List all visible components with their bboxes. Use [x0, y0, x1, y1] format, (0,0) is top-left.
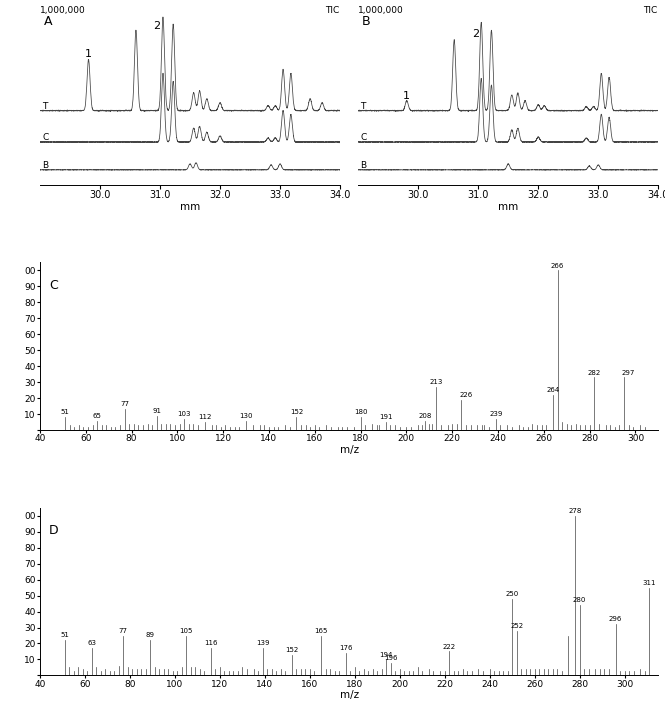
Text: A: A	[43, 15, 52, 28]
Text: 180: 180	[354, 410, 367, 415]
Text: D: D	[49, 525, 59, 538]
Text: TIC: TIC	[325, 6, 339, 14]
Text: 130: 130	[239, 412, 253, 419]
Text: 239: 239	[489, 411, 503, 417]
Text: 1,000,000: 1,000,000	[358, 6, 404, 14]
Text: 252: 252	[510, 623, 523, 629]
X-axis label: m/z: m/z	[340, 445, 358, 455]
Text: 51: 51	[61, 632, 69, 638]
Text: 105: 105	[180, 628, 193, 634]
Text: 264: 264	[547, 387, 560, 393]
Text: 196: 196	[384, 655, 398, 661]
Text: 1: 1	[403, 90, 410, 101]
Text: B: B	[43, 161, 49, 170]
Text: 311: 311	[642, 579, 656, 586]
Text: 63: 63	[87, 641, 96, 646]
Text: 250: 250	[505, 591, 519, 597]
Text: 112: 112	[198, 415, 211, 420]
Text: 2: 2	[154, 21, 160, 31]
Text: TIC: TIC	[643, 6, 657, 14]
Text: 222: 222	[443, 643, 456, 650]
Text: 139: 139	[256, 641, 269, 646]
X-axis label: mm: mm	[180, 202, 200, 212]
Text: 91: 91	[152, 408, 161, 414]
Text: 191: 191	[379, 415, 392, 420]
X-axis label: m/z: m/z	[340, 690, 358, 700]
Text: 51: 51	[61, 410, 70, 415]
Text: 152: 152	[290, 410, 303, 415]
Text: C: C	[360, 133, 367, 142]
Text: 280: 280	[573, 597, 587, 603]
Text: 1,000,000: 1,000,000	[40, 6, 86, 14]
Text: 65: 65	[92, 412, 102, 419]
Text: T: T	[360, 102, 366, 111]
Text: 77: 77	[118, 628, 128, 634]
Text: 213: 213	[430, 379, 443, 385]
Text: B: B	[360, 161, 366, 170]
Text: 165: 165	[315, 628, 328, 634]
Text: 103: 103	[178, 411, 191, 417]
Text: T: T	[43, 102, 48, 111]
Text: 77: 77	[120, 402, 129, 407]
Text: 176: 176	[339, 645, 352, 651]
Text: 1: 1	[85, 50, 92, 60]
X-axis label: mm: mm	[498, 202, 518, 212]
Text: 116: 116	[204, 641, 217, 646]
Text: 226: 226	[460, 392, 473, 398]
Text: 278: 278	[569, 508, 582, 514]
Text: B: B	[362, 15, 370, 28]
Text: 208: 208	[418, 412, 432, 419]
Text: 152: 152	[285, 647, 299, 653]
Text: 297: 297	[622, 370, 635, 375]
Text: 89: 89	[146, 632, 154, 638]
Text: 2: 2	[471, 29, 479, 39]
Text: 194: 194	[380, 651, 393, 658]
Text: 266: 266	[551, 262, 565, 269]
Text: 296: 296	[609, 616, 622, 622]
Text: 282: 282	[588, 370, 601, 375]
Text: C: C	[43, 133, 49, 142]
Text: C: C	[49, 279, 58, 292]
